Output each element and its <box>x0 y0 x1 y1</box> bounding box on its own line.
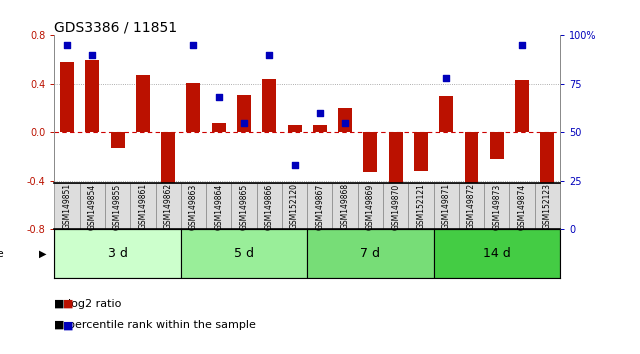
Text: GSM149864: GSM149864 <box>214 183 223 229</box>
Text: GSM149874: GSM149874 <box>518 183 527 229</box>
Point <box>365 192 376 197</box>
Bar <box>111 132 125 148</box>
Text: time: time <box>0 249 6 259</box>
Text: GSM149866: GSM149866 <box>265 183 274 229</box>
Bar <box>54 229 181 278</box>
Bar <box>186 83 200 132</box>
Point <box>138 198 148 203</box>
Point <box>542 217 552 223</box>
Bar <box>383 183 408 229</box>
Text: ■ log2 ratio: ■ log2 ratio <box>54 299 122 309</box>
Bar <box>85 59 99 132</box>
Bar <box>257 183 282 229</box>
Bar <box>388 132 403 190</box>
Bar <box>131 183 156 229</box>
Text: GSM149865: GSM149865 <box>239 183 248 229</box>
Bar <box>262 79 276 132</box>
Point <box>390 203 401 209</box>
Bar <box>338 108 352 132</box>
Bar <box>307 183 333 229</box>
Text: GSM149869: GSM149869 <box>366 183 375 229</box>
Text: ▶: ▶ <box>39 249 47 259</box>
Text: GSM149861: GSM149861 <box>138 183 147 229</box>
Point <box>441 75 451 81</box>
Bar <box>232 183 257 229</box>
Text: GSM152120: GSM152120 <box>290 183 299 229</box>
Bar <box>540 132 554 220</box>
Point <box>416 207 426 213</box>
Bar <box>364 132 378 172</box>
Point <box>289 162 300 168</box>
Bar <box>60 62 74 132</box>
Bar <box>535 183 560 229</box>
Bar <box>307 229 434 278</box>
Point <box>264 52 275 58</box>
Bar <box>333 183 358 229</box>
Bar <box>439 96 453 132</box>
Text: GSM149867: GSM149867 <box>316 183 324 229</box>
Bar <box>465 132 479 183</box>
Point <box>214 95 224 100</box>
Text: GSM149855: GSM149855 <box>113 183 122 229</box>
Text: 5 d: 5 d <box>234 247 254 260</box>
Text: GSM149871: GSM149871 <box>442 183 451 229</box>
Bar <box>358 183 383 229</box>
Point <box>87 52 97 58</box>
Text: GSM149854: GSM149854 <box>88 183 97 229</box>
Bar <box>54 183 80 229</box>
Bar <box>408 183 434 229</box>
Text: GSM149851: GSM149851 <box>63 183 72 229</box>
Point <box>340 120 350 126</box>
Point <box>113 198 123 203</box>
Point <box>467 198 477 203</box>
Point <box>188 42 198 48</box>
Bar <box>80 183 105 229</box>
Bar <box>484 183 509 229</box>
Bar <box>282 183 307 229</box>
Point <box>163 211 173 217</box>
Text: GSM149870: GSM149870 <box>391 183 400 229</box>
Point <box>315 110 325 116</box>
Text: ■: ■ <box>63 299 73 309</box>
Bar <box>136 75 150 132</box>
Bar <box>434 183 459 229</box>
Text: GSM149872: GSM149872 <box>467 183 476 229</box>
Bar <box>414 132 428 171</box>
Bar <box>105 183 131 229</box>
Bar <box>490 132 504 159</box>
Bar <box>237 95 251 132</box>
Text: GSM152123: GSM152123 <box>543 183 552 229</box>
Bar <box>212 123 226 132</box>
Text: ■: ■ <box>63 320 73 330</box>
Point <box>62 42 72 48</box>
Bar <box>156 183 181 229</box>
Text: ■ percentile rank within the sample: ■ percentile rank within the sample <box>54 320 256 330</box>
Bar <box>509 183 535 229</box>
Bar <box>459 183 484 229</box>
Bar <box>287 125 301 132</box>
Point <box>239 120 249 126</box>
Bar <box>515 80 529 132</box>
Text: GDS3386 / 11851: GDS3386 / 11851 <box>54 20 177 34</box>
Text: GSM152121: GSM152121 <box>417 183 426 229</box>
Point <box>517 42 527 48</box>
Text: 3 d: 3 d <box>108 247 127 260</box>
Bar <box>313 125 327 132</box>
Text: GSM149862: GSM149862 <box>164 183 173 229</box>
Bar <box>181 229 307 278</box>
Text: GSM149868: GSM149868 <box>340 183 349 229</box>
Bar <box>181 183 206 229</box>
Bar <box>434 229 560 278</box>
Point <box>492 207 502 213</box>
Text: 7 d: 7 d <box>360 247 380 260</box>
Text: GSM149873: GSM149873 <box>492 183 501 229</box>
Text: GSM149863: GSM149863 <box>189 183 198 229</box>
Bar <box>161 132 175 186</box>
Bar <box>206 183 232 229</box>
Text: 14 d: 14 d <box>483 247 511 260</box>
